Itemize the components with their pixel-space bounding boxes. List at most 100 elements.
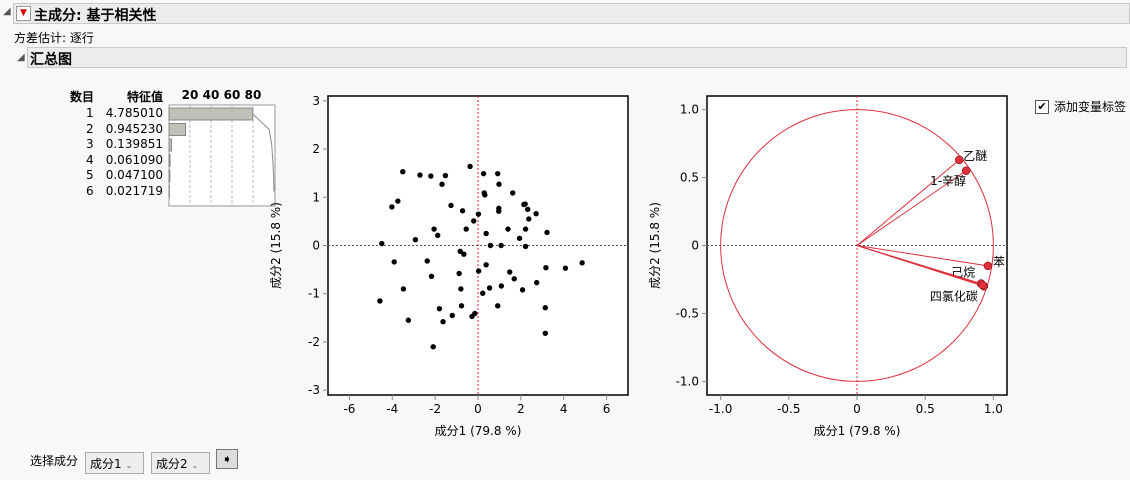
x-tick-label: -1.0 bbox=[709, 402, 732, 416]
score-point bbox=[461, 251, 467, 257]
checkbox-label: 添加变量标签 bbox=[1054, 100, 1127, 114]
chevron-down-icon: ⌄ bbox=[125, 461, 133, 470]
x-tick-label: -4 bbox=[386, 402, 398, 416]
percent-bar bbox=[168, 123, 187, 136]
y-tick-label: 3 bbox=[312, 94, 320, 108]
score-point bbox=[522, 201, 528, 207]
score-point bbox=[389, 204, 395, 210]
variable-label: 苯 bbox=[993, 255, 1005, 269]
score-point bbox=[483, 262, 489, 268]
bar-chart-frame bbox=[168, 104, 276, 207]
y-tick-label: -2 bbox=[308, 335, 320, 349]
eigenvalue-table: 数目 特征值 1 4.785010 2 0.945230 3 0.139851 4 0.061… bbox=[60, 88, 165, 208]
eigenvalue-bar-chart: 20 40 60 80 bbox=[168, 88, 276, 207]
x-axis-label: 成分1 (79.8 %) bbox=[814, 424, 901, 438]
x-tick-label: -6 bbox=[343, 402, 355, 416]
variable-label: 乙醚 bbox=[963, 149, 987, 163]
y-tick-label: 1 bbox=[312, 190, 320, 204]
score-point bbox=[448, 202, 454, 209]
percent-tick-label: 80 bbox=[245, 88, 262, 102]
score-point bbox=[472, 310, 478, 317]
arrow-head bbox=[978, 280, 987, 290]
loading-arrow bbox=[856, 170, 967, 246]
arrow-head bbox=[955, 155, 964, 165]
variance-estimate: 方差估计: 逐行 bbox=[14, 31, 94, 45]
score-point bbox=[486, 285, 493, 291]
y-tick-label: 2 bbox=[312, 142, 320, 156]
score-point bbox=[498, 242, 504, 249]
next-arrow-button[interactable]: ➧ bbox=[216, 449, 238, 469]
score-point bbox=[516, 235, 523, 241]
chevron-down-icon: ⌄ bbox=[191, 461, 199, 470]
score-point bbox=[544, 229, 550, 236]
select-component-label: 选择成分 bbox=[30, 454, 79, 468]
score-point bbox=[480, 170, 487, 177]
y-axis-label: 成分2 (15.8 %) bbox=[270, 202, 283, 289]
score-point bbox=[456, 270, 462, 277]
report-header: ▼ 主成分: 基于相关性 bbox=[13, 3, 1130, 24]
score-point bbox=[542, 330, 548, 336]
loading-arrow bbox=[856, 245, 988, 267]
eigen-number: 4 bbox=[86, 152, 94, 167]
percent-tick-label: 40 bbox=[203, 88, 220, 102]
loading-plot: -1.0 -0.5 0 0.5 1.0 -1.0 -0.5 0 0.5 1.0 成分1 (79.8 … bbox=[648, 95, 1008, 438]
eigen-number: 3 bbox=[86, 137, 94, 151]
score-point bbox=[495, 170, 501, 177]
component-y-select[interactable]: 成分2 ⌄ bbox=[151, 452, 210, 474]
variable-label: 己烷 bbox=[951, 266, 975, 280]
score-point bbox=[395, 198, 401, 204]
score-point bbox=[424, 258, 430, 264]
score-point bbox=[440, 318, 446, 325]
score-point bbox=[522, 226, 529, 232]
x-tick-label: -0.5 bbox=[777, 402, 800, 416]
score-point bbox=[379, 240, 385, 247]
score-point bbox=[471, 218, 477, 224]
score-point bbox=[428, 273, 435, 280]
select-value: 成分2 bbox=[156, 457, 188, 471]
component-x-select[interactable]: 成分1 ⌄ bbox=[85, 452, 144, 474]
y-tick-label: -1.0 bbox=[676, 374, 699, 388]
score-plot: -6 -4 -2 0 2 4 6 -3 -2 -1 0 1 2 3 成分1 (79.8 %) 成分2 (15.… bbox=[270, 94, 629, 438]
score-point bbox=[436, 305, 443, 312]
score-point bbox=[439, 181, 445, 187]
score-point bbox=[507, 269, 513, 275]
score-point bbox=[417, 172, 423, 178]
percent-bar bbox=[168, 107, 254, 121]
report-title: 主成分: 基于相关性 bbox=[34, 8, 157, 24]
score-point bbox=[487, 242, 494, 249]
loading-arrow bbox=[856, 159, 960, 246]
score-point bbox=[519, 287, 526, 293]
x-axis-label: 成分1 (79.8 %) bbox=[435, 424, 522, 438]
eigenvalue: 0.061090 bbox=[105, 152, 163, 167]
score-point bbox=[496, 181, 502, 187]
red-triangle-menu-icon[interactable]: ▼ bbox=[16, 6, 31, 21]
eigenvalue: 0.047100 bbox=[105, 168, 163, 182]
score-point bbox=[459, 208, 466, 214]
score-point bbox=[458, 286, 464, 292]
eigenvalue: 4.785010 bbox=[105, 106, 163, 120]
score-point bbox=[400, 169, 406, 175]
score-point bbox=[463, 226, 469, 232]
score-point bbox=[480, 290, 486, 296]
score-point bbox=[511, 276, 517, 282]
eigen-number: 6 bbox=[86, 183, 94, 198]
score-point bbox=[377, 298, 383, 304]
eigenvalue: 0.021719 bbox=[105, 183, 163, 198]
y-axis-label: 成分2 (15.8 %) bbox=[648, 202, 662, 289]
add-variable-labels-checkbox[interactable]: ✔ 添加变量标签 bbox=[1035, 98, 1126, 115]
score-point bbox=[526, 216, 532, 222]
checkbox-check-icon[interactable]: ✔ bbox=[1035, 99, 1049, 114]
x-tick-label: 0 bbox=[853, 402, 861, 416]
arrow-head bbox=[983, 261, 993, 271]
score-point bbox=[498, 283, 505, 289]
eigenvalue: 0.139851 bbox=[105, 137, 163, 151]
y-tick-label: 0 bbox=[312, 239, 320, 253]
x-tick-label: 4 bbox=[560, 402, 568, 416]
score-point bbox=[428, 173, 434, 179]
x-tick-label: 0.5 bbox=[916, 402, 935, 416]
collapse-icon[interactable]: ◢ bbox=[17, 52, 25, 63]
collapse-icon[interactable]: ◢ bbox=[3, 6, 11, 17]
x-tick-label: 2 bbox=[517, 402, 525, 416]
score-point bbox=[442, 172, 449, 179]
score-point bbox=[510, 190, 516, 196]
